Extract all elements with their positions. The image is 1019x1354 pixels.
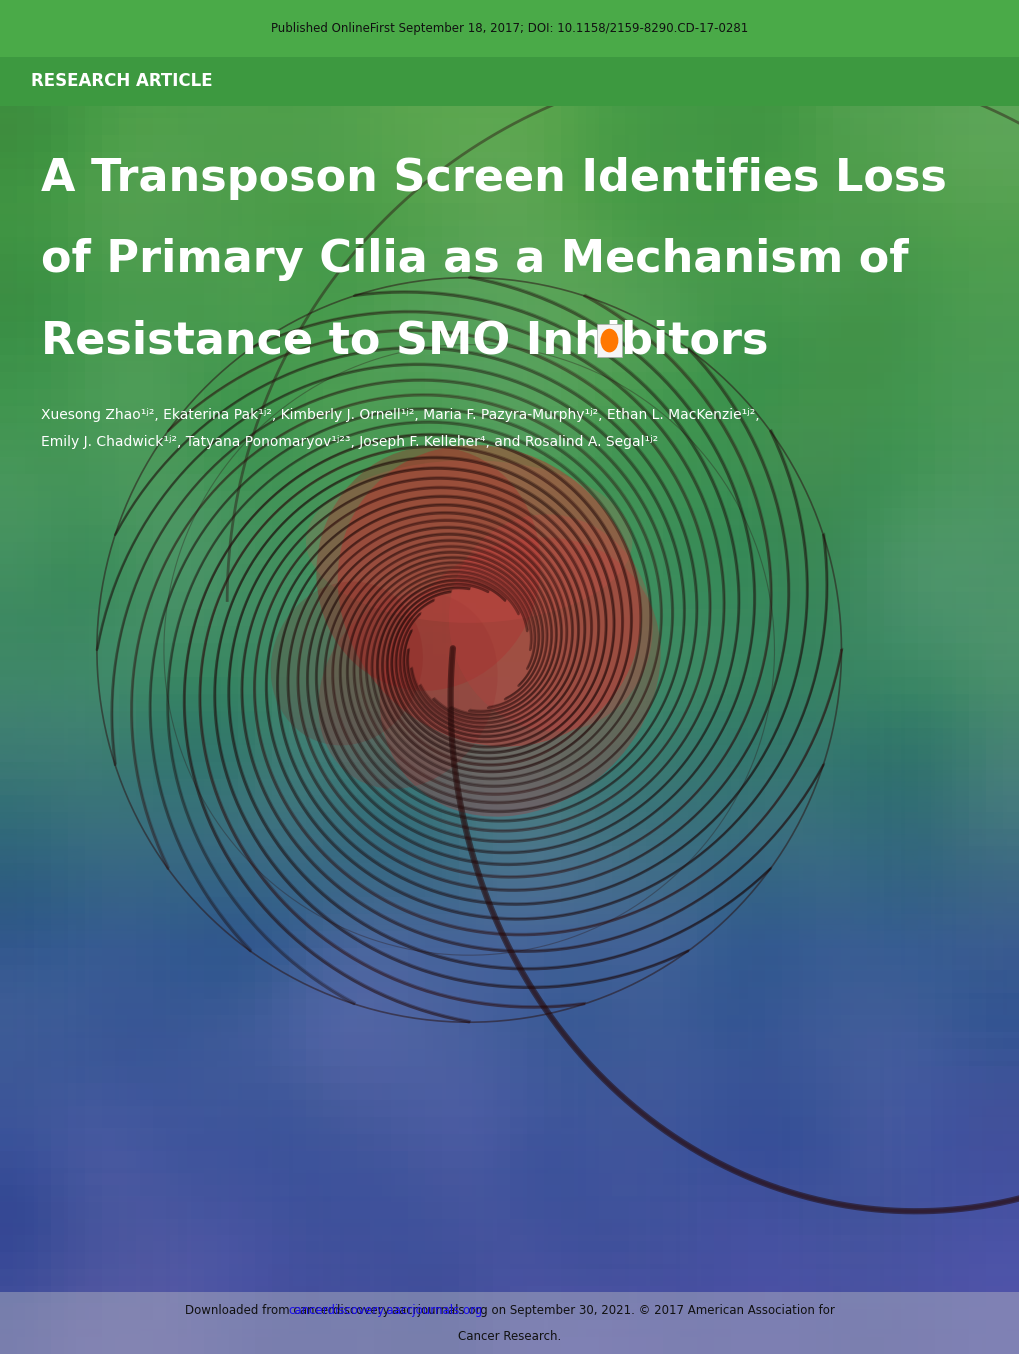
Bar (0, 1292, 1019, 1354)
Text: Xuesong Zhao¹ʲ², Ekaterina Pak¹ʲ², Kimberly J. Ornell¹ʲ², Maria F. Pazyra-Murphy: Xuesong Zhao¹ʲ², Ekaterina Pak¹ʲ², Kimbe… (41, 408, 759, 421)
Circle shape (600, 329, 618, 352)
Ellipse shape (270, 581, 423, 746)
Text: cancerdiscovery.aacrjournals.org: cancerdiscovery.aacrjournals.org (288, 1304, 483, 1317)
Bar (0, 57, 1019, 106)
Text: Resistance to SMO Inhibitors: Resistance to SMO Inhibitors (41, 320, 767, 363)
Text: A Transposon Screen Identifies Loss: A Transposon Screen Identifies Loss (41, 157, 946, 200)
Text: Emily J. Chadwick¹ʲ², Tatyana Ponomaryov¹ʲ²³, Joseph F. Kelleher⁴, and Rosalind : Emily J. Chadwick¹ʲ², Tatyana Ponomaryov… (41, 435, 657, 448)
Ellipse shape (306, 460, 632, 623)
Text: Cancer Research.: Cancer Research. (458, 1330, 561, 1343)
Bar (0, 0, 1019, 57)
Ellipse shape (316, 447, 540, 691)
Ellipse shape (318, 592, 497, 789)
Text: RESEARCH ARTICLE: RESEARCH ARTICLE (31, 72, 212, 91)
Bar (596, 324, 622, 357)
Ellipse shape (379, 538, 660, 816)
Text: Published OnlineFirst September 18, 2017; DOI: 10.1158/2159-8290.CD-17-0281: Published OnlineFirst September 18, 2017… (271, 22, 748, 35)
Text: of Primary Cilia as a Mechanism of: of Primary Cilia as a Mechanism of (41, 238, 908, 282)
Ellipse shape (337, 445, 641, 746)
Ellipse shape (448, 515, 652, 731)
Text: Downloaded from cancerdiscovery.aacrjournals.org on September 30, 2021. © 2017 A: Downloaded from cancerdiscovery.aacrjour… (184, 1304, 835, 1317)
